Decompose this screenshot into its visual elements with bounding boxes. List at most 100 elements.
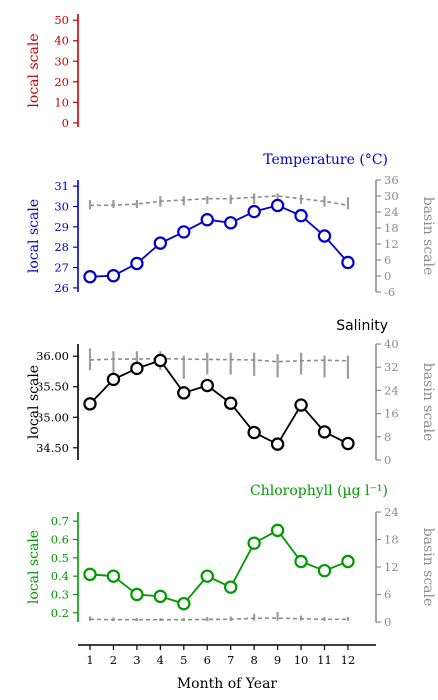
- left-axis-label: local scale: [26, 33, 42, 107]
- local-data-point: [317, 425, 332, 439]
- local-data-point: [153, 236, 168, 250]
- x-axis-label: Month of Year: [177, 676, 278, 692]
- right-axis-tick-label: 12: [384, 560, 399, 574]
- local-data-point: [177, 225, 191, 239]
- local-data-point: [106, 269, 121, 283]
- x-axis-tick-label: 11: [317, 653, 332, 667]
- right-axis-tick-label: 18: [384, 221, 399, 235]
- local-data-point: [341, 554, 355, 569]
- local-data-point: [177, 386, 191, 400]
- right-axis-tick-label: 6: [384, 253, 391, 267]
- local-data-point: [177, 596, 191, 611]
- local-data-point: [200, 569, 214, 583]
- left-axis-tick-label: 28: [54, 240, 69, 254]
- left-axis-tick-label: 0.7: [51, 514, 69, 528]
- basin-series-line: [89, 357, 348, 363]
- x-axis-tick-label: 6: [204, 653, 211, 667]
- right-axis-tick-label: 16: [384, 407, 399, 421]
- local-data-point: [247, 204, 261, 219]
- local-series-line: [89, 359, 349, 446]
- local-data-point: [200, 378, 214, 393]
- x-axis-tick-label: 8: [250, 653, 257, 667]
- right-axis-tick-label: 24: [384, 383, 399, 397]
- x-axis-tick-label: 5: [180, 653, 187, 667]
- left-axis-tick-label: 35.50: [36, 380, 69, 394]
- local-data-point: [270, 523, 285, 538]
- local-data-point: [223, 396, 238, 410]
- left-axis-label: local scale: [26, 530, 42, 604]
- right-axis-tick-label: 0: [384, 615, 391, 629]
- left-axis-tick-label: 26: [54, 281, 69, 295]
- basin-series-line: [90, 195, 349, 207]
- local-data-point: [153, 353, 168, 368]
- panel-title: Chlorophyll (µg l⁻¹): [250, 483, 388, 499]
- local-data-point: [294, 554, 308, 569]
- right-axis-tick-label: 30: [384, 189, 399, 203]
- right-axis-tick-label: 0: [384, 269, 391, 283]
- left-axis-tick-label: 31: [54, 179, 69, 193]
- left-axis-tick-label: 40: [54, 34, 69, 48]
- local-data-point: [83, 397, 97, 411]
- left-axis-tick-label: 10: [54, 95, 69, 109]
- right-axis-tick-label: -6: [384, 285, 395, 299]
- local-data-point: [223, 216, 238, 230]
- local-data-point: [294, 398, 308, 412]
- left-axis-tick-label: 20: [54, 75, 69, 89]
- x-axis-tick-label: 2: [110, 653, 117, 667]
- local-data-point: [130, 587, 144, 602]
- local-data-point: [341, 255, 355, 270]
- local-data-point: [83, 567, 97, 582]
- right-axis-tick-label: 32: [384, 360, 399, 374]
- left-axis-tick-label: 27: [54, 261, 69, 275]
- local-data-point: [223, 580, 238, 594]
- local-data-point: [153, 589, 168, 604]
- right-axis-label: basin scale: [420, 363, 436, 442]
- local-data-point: [130, 361, 144, 376]
- left-axis-tick-label: 30: [54, 54, 69, 68]
- right-axis-tick-label: 40: [384, 337, 399, 351]
- x-axis-tick-label: 10: [294, 653, 309, 667]
- local-data-point: [247, 536, 261, 550]
- local-data-point: [247, 425, 261, 440]
- left-axis-tick-label: 0: [62, 116, 69, 130]
- left-axis-tick-label: 0.4: [51, 569, 69, 583]
- local-series-line: [89, 529, 349, 605]
- local-data-point: [130, 256, 144, 271]
- local-series-line: [89, 204, 349, 278]
- left-axis-tick-label: 30: [54, 199, 69, 213]
- right-axis-label: basin scale: [420, 528, 436, 607]
- x-axis-tick-label: 7: [227, 653, 234, 667]
- right-axis-tick-label: 18: [384, 533, 399, 547]
- local-data-point: [200, 213, 214, 227]
- local-data-point: [106, 372, 121, 387]
- left-axis-label: local scale: [26, 365, 42, 439]
- x-axis-tick-label: 4: [157, 653, 164, 667]
- local-data-point: [317, 229, 332, 243]
- x-axis-tick-label: 3: [133, 653, 140, 667]
- panel-chlorophyll: 0.2 0.3 0.4 0.5 0.6 0.7 local scale Chlorophyll…: [26, 483, 436, 629]
- local-data-point: [106, 569, 121, 583]
- right-axis-tick-label: 24: [384, 205, 399, 219]
- right-axis-tick-label: 0: [384, 453, 391, 467]
- left-axis-tick-label: 29: [54, 220, 69, 234]
- left-axis-tick-label: 50: [54, 13, 69, 27]
- left-axis-tick-label: 0.3: [51, 588, 69, 602]
- local-data-point: [270, 437, 285, 451]
- left-axis-tick-label: 0.2: [51, 606, 69, 620]
- local-data-point: [270, 198, 285, 213]
- right-axis-tick-label: 8: [384, 430, 391, 444]
- local-data-point: [294, 208, 308, 223]
- panel-salinity: 34.50 35.00 35.50 36.00 local scale Salinity 0…: [26, 318, 436, 467]
- panel-temperature: 26 27 28 29 30 31 local scale Temperature (°C) -…: [26, 152, 436, 299]
- right-axis-tick-label: 24: [384, 505, 399, 519]
- left-axis-tick-label: 36.00: [36, 349, 69, 363]
- panel-empty-local: 0 10 20 30 40 50 local scale: [26, 13, 79, 130]
- right-axis-tick-label: 12: [384, 237, 399, 251]
- x-axis-tick-label: 1: [86, 653, 93, 667]
- left-axis-label: local scale: [26, 199, 42, 273]
- right-axis-label: basin scale: [420, 197, 436, 276]
- left-axis-tick-label: 0.5: [51, 551, 69, 565]
- left-axis-tick-label: 34.50: [36, 441, 69, 455]
